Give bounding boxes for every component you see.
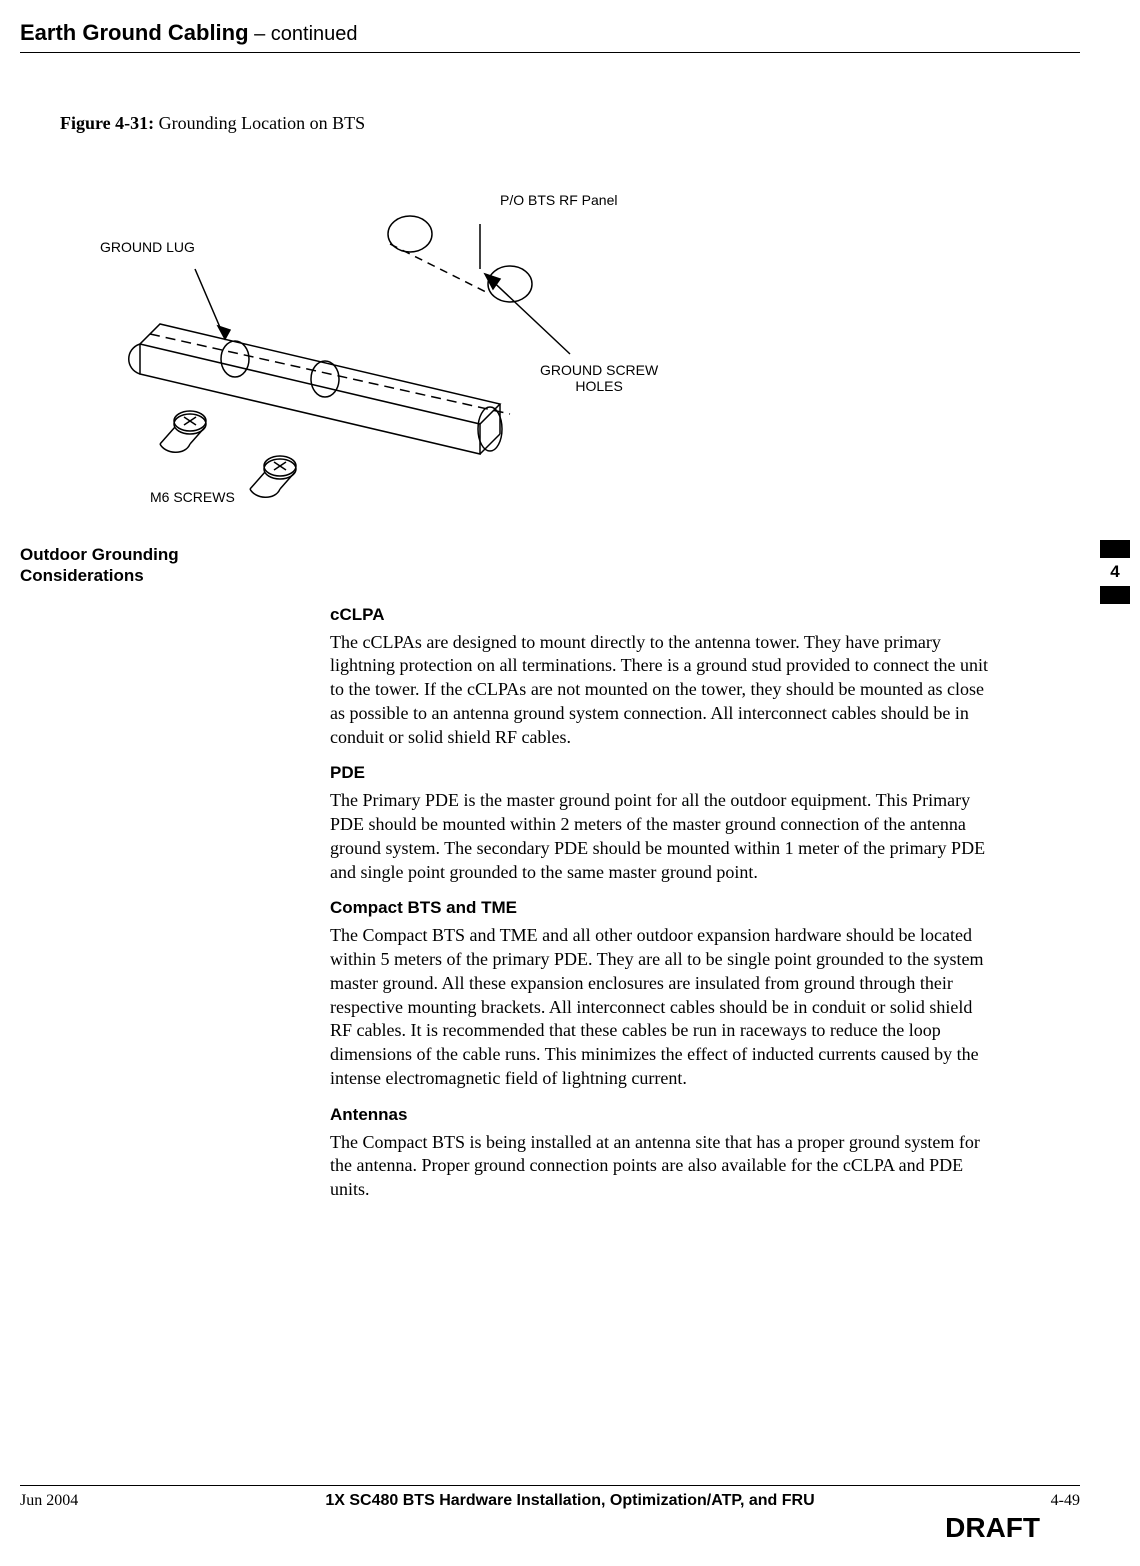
page-header: Earth Ground Cabling – continued bbox=[20, 20, 1080, 53]
section-heading-l1: Outdoor Grounding bbox=[20, 545, 179, 564]
page-title-continued: – continued bbox=[249, 23, 358, 45]
tab-bar-top bbox=[1100, 540, 1130, 558]
figure-number: Figure 4-31: bbox=[60, 113, 154, 133]
label-ground-lug: GROUND LUG bbox=[100, 239, 195, 255]
sub-cclpa-title: cCLPA bbox=[330, 605, 990, 625]
sub-compact-body: The Compact BTS and TME and all other ou… bbox=[330, 924, 990, 1090]
sub-cclpa-body: The cCLPAs are designed to mount directl… bbox=[330, 631, 990, 750]
figure-caption: Figure 4-31: Grounding Location on BTS bbox=[60, 113, 1080, 134]
tab-bar-bottom bbox=[1100, 586, 1130, 604]
label-po-panel: P/O BTS RF Panel bbox=[500, 192, 617, 208]
side-tab: 4 bbox=[1100, 540, 1130, 604]
label-m6-screws: M6 SCREWS bbox=[150, 489, 235, 505]
content-column: cCLPA The cCLPAs are designed to mount d… bbox=[330, 605, 990, 1202]
section-heading: Outdoor Grounding Considerations bbox=[20, 544, 1080, 587]
sub-compact-title: Compact BTS and TME bbox=[330, 898, 990, 918]
label-gsh-l2: HOLES bbox=[575, 378, 622, 394]
section-heading-l2: Considerations bbox=[20, 566, 144, 585]
grounding-diagram-svg bbox=[80, 174, 780, 514]
figure-diagram: P/O BTS RF Panel GROUND LUG GROUND SCREW… bbox=[80, 174, 780, 514]
footer-page-num: 4-49 bbox=[1000, 1492, 1080, 1510]
page-title: Earth Ground Cabling bbox=[20, 20, 249, 45]
label-gsh-l1: GROUND SCREW bbox=[540, 362, 658, 378]
sub-antennas-title: Antennas bbox=[330, 1105, 990, 1125]
sub-pde-title: PDE bbox=[330, 763, 990, 783]
figure-caption-text: Grounding Location on BTS bbox=[154, 113, 365, 133]
tab-number: 4 bbox=[1100, 558, 1130, 586]
footer-date: Jun 2004 bbox=[20, 1492, 140, 1510]
sub-pde-body: The Primary PDE is the master ground poi… bbox=[330, 789, 990, 884]
footer-draft: DRAFT bbox=[20, 1512, 1080, 1544]
footer-doc-title: 1X SC480 BTS Hardware Installation, Opti… bbox=[140, 1492, 1000, 1510]
label-ground-screw-holes: GROUND SCREW HOLES bbox=[540, 362, 658, 394]
footer: Jun 2004 1X SC480 BTS Hardware Installat… bbox=[20, 1485, 1080, 1544]
sub-antennas-body: The Compact BTS is being installed at an… bbox=[330, 1131, 990, 1202]
